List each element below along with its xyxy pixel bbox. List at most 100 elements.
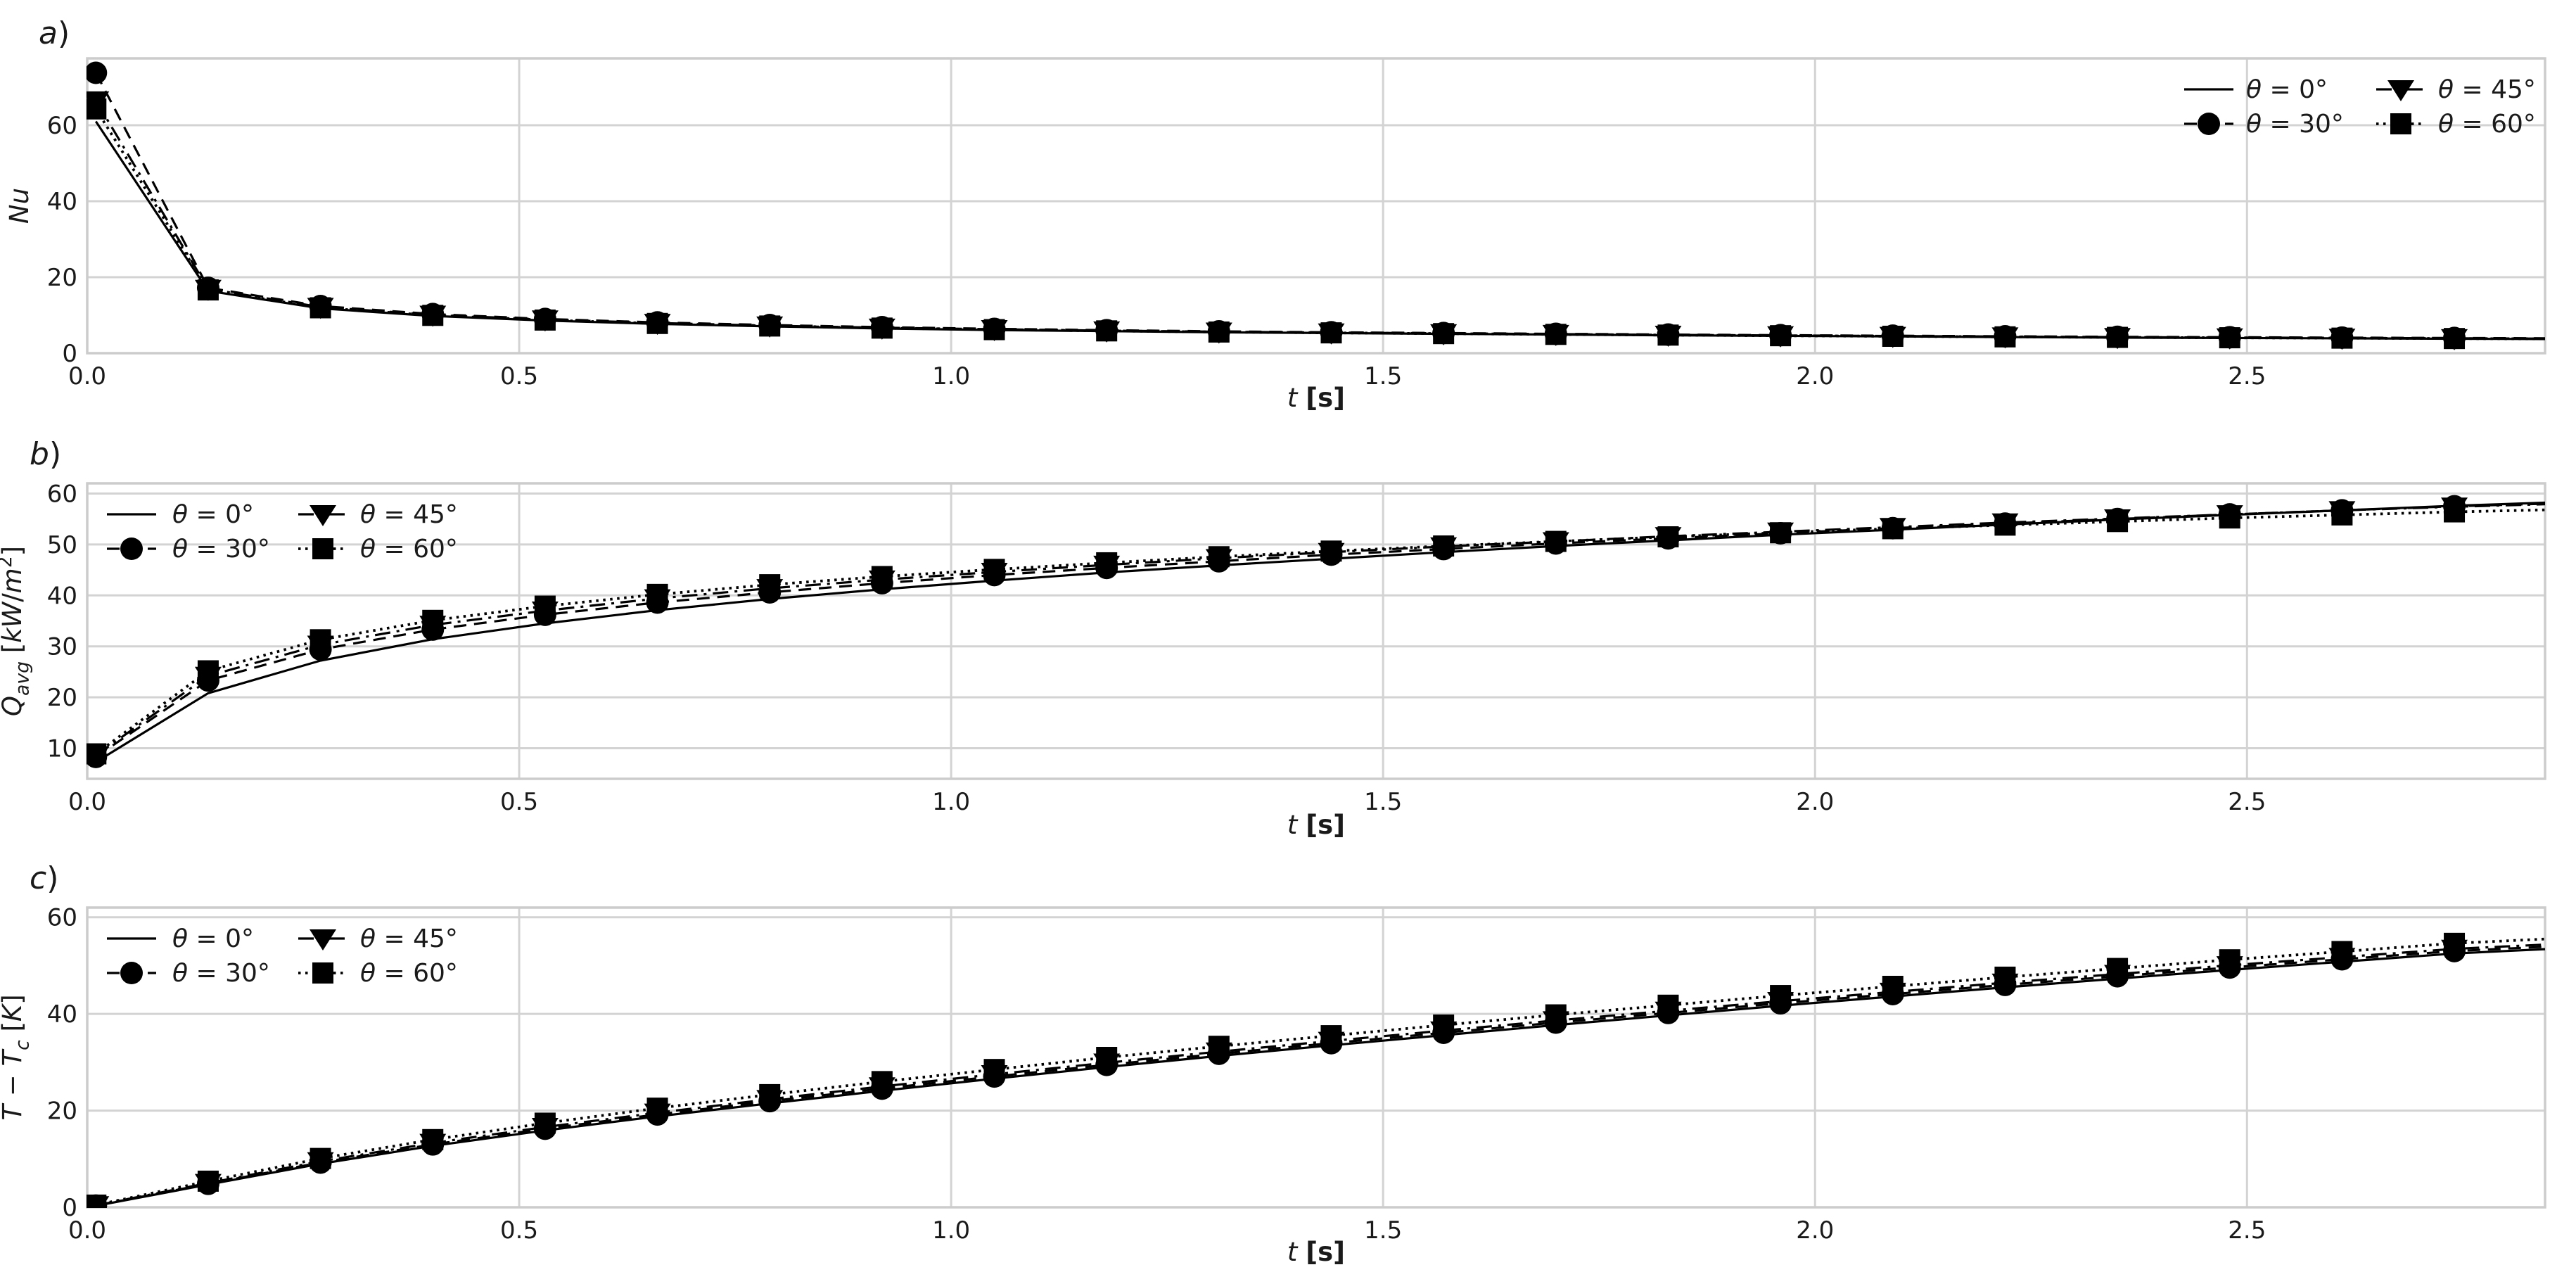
y-axis-label: T − Tc [K]: [0, 994, 33, 1120]
y-tick-label: 20: [47, 264, 77, 292]
marker-square: [983, 559, 1005, 580]
marker-square: [759, 1083, 781, 1105]
panel-label: b): [30, 436, 61, 472]
x-tick-label: 1.5: [1364, 362, 1402, 390]
marker-square: [1770, 522, 1792, 544]
series-line-theta-30: [94, 72, 2546, 340]
marker-square: [1320, 322, 1342, 344]
x-axis-label: t [s]: [1287, 810, 1345, 840]
series-line-theta-60: [95, 508, 2546, 756]
series-line-theta-45: [95, 503, 2546, 757]
legend-item: θ = 30°: [107, 535, 270, 564]
marker-square: [87, 98, 107, 120]
marker-square: [2331, 327, 2353, 349]
panel-b: 10 20 30 40 50 60 0.0 0.5 1.0 1.5 2.0 2.5 t [s] Q̇avg…: [0, 436, 2546, 840]
marker-square: [983, 1059, 1005, 1081]
legend-marker-circle: [120, 962, 143, 984]
marker-square: [2444, 328, 2466, 350]
marker-square: [646, 312, 668, 334]
marker-square: [1882, 325, 1904, 347]
legend-item: θ = 30°: [2184, 110, 2344, 139]
marker-square: [1545, 530, 1567, 552]
series-markers-theta-60: [87, 932, 2466, 1208]
marker-square: [759, 315, 781, 337]
marker-square: [1208, 546, 1230, 568]
x-tick-label: 1.5: [1364, 1216, 1402, 1245]
legend-label: θ = 45°: [360, 500, 458, 529]
marker-square: [197, 1170, 219, 1192]
legend: θ = 0° θ = 30° θ = 45° θ = 60°: [107, 500, 458, 564]
marker-square: [310, 629, 331, 651]
legend-marker-triangle-down: [2387, 80, 2414, 101]
y-tick-label: 20: [47, 684, 77, 712]
marker-square: [1994, 514, 2016, 536]
y-tick-label: 40: [47, 582, 77, 610]
series-group: [87, 495, 2546, 768]
marker-square: [646, 1098, 668, 1119]
series-line-theta-0: [95, 501, 2546, 763]
x-tick-label: 2.0: [1796, 1216, 1834, 1245]
y-axis-label: Q̇avg [kW/m2]: [0, 546, 33, 716]
series-line-theta-30: [95, 502, 2546, 758]
y-tick-label: 0: [62, 1194, 77, 1222]
x-tick-label: 0.5: [500, 1216, 538, 1245]
marker-square: [1994, 326, 2016, 348]
plot-border: [86, 57, 2546, 355]
x-tick-label: 0.5: [500, 788, 538, 816]
marker-square: [87, 743, 107, 765]
legend-label: θ = 60°: [360, 959, 458, 988]
marker-square: [1882, 518, 1904, 540]
marker-square: [2107, 511, 2129, 533]
plot-border: [86, 482, 2546, 780]
marker-square: [1096, 1047, 1118, 1068]
x-tick-label: 2.5: [2228, 362, 2266, 390]
marker-square: [310, 297, 331, 319]
series-line-theta-0: [94, 120, 2546, 341]
y-tick-label: 40: [47, 188, 77, 216]
legend-item: θ = 0°: [107, 500, 254, 529]
marker-square: [2331, 941, 2353, 962]
panel-a: 0 20 40 60 0.0 0.5 1.0 1.5 2.0 2.5 t [s] Nu a) θ = 0°…: [4, 15, 2546, 413]
marker-square: [534, 309, 556, 331]
x-axis-label: t [s]: [1287, 1237, 1345, 1267]
series-group: [87, 932, 2546, 1208]
marker-square: [1882, 975, 1904, 997]
x-tick-label: 0.0: [68, 788, 106, 816]
y-tick-label: 50: [47, 531, 77, 559]
series-line-theta-45: [95, 943, 2546, 1207]
legend-item: θ = 45°: [2376, 75, 2536, 104]
marker-square: [871, 566, 893, 587]
legend: θ = 0° θ = 30° θ = 45° θ = 60°: [107, 924, 458, 988]
series-group: [87, 61, 2546, 350]
y-tick-label: 10: [47, 735, 77, 763]
marker-square: [1096, 320, 1118, 342]
x-tick-label: 0.0: [68, 362, 106, 390]
marker-square: [871, 1071, 893, 1093]
marker-square: [983, 319, 1005, 341]
marker-square: [2219, 949, 2240, 971]
series-markers-theta-60: [87, 501, 2466, 765]
x-tick-label: 2.0: [1796, 362, 1834, 390]
x-tick-label: 2.5: [2228, 788, 2266, 816]
x-tick-label: 1.0: [932, 1216, 970, 1245]
marker-square: [2444, 501, 2466, 523]
series-markers-theta-60: [87, 98, 2466, 350]
marker-square: [1433, 1014, 1455, 1036]
marker-square: [1545, 1004, 1567, 1026]
legend-label: θ = 0°: [172, 500, 254, 529]
marker-square: [1208, 321, 1230, 343]
series-line-theta-60: [95, 937, 2546, 1207]
legend-label: θ = 60°: [360, 535, 458, 564]
legend-marker-circle: [120, 538, 143, 560]
y-tick-label: 60: [47, 112, 77, 140]
marker-square: [534, 1112, 556, 1134]
legend-item: θ = 0°: [107, 924, 254, 953]
marker-square: [1545, 324, 1567, 345]
marker-square: [1320, 540, 1342, 562]
legend-marker-triangle-down: [310, 505, 336, 526]
legend-label: θ = 0°: [172, 924, 254, 953]
legend-label: θ = 0°: [2246, 75, 2328, 104]
legend-item: θ = 45°: [298, 500, 458, 529]
